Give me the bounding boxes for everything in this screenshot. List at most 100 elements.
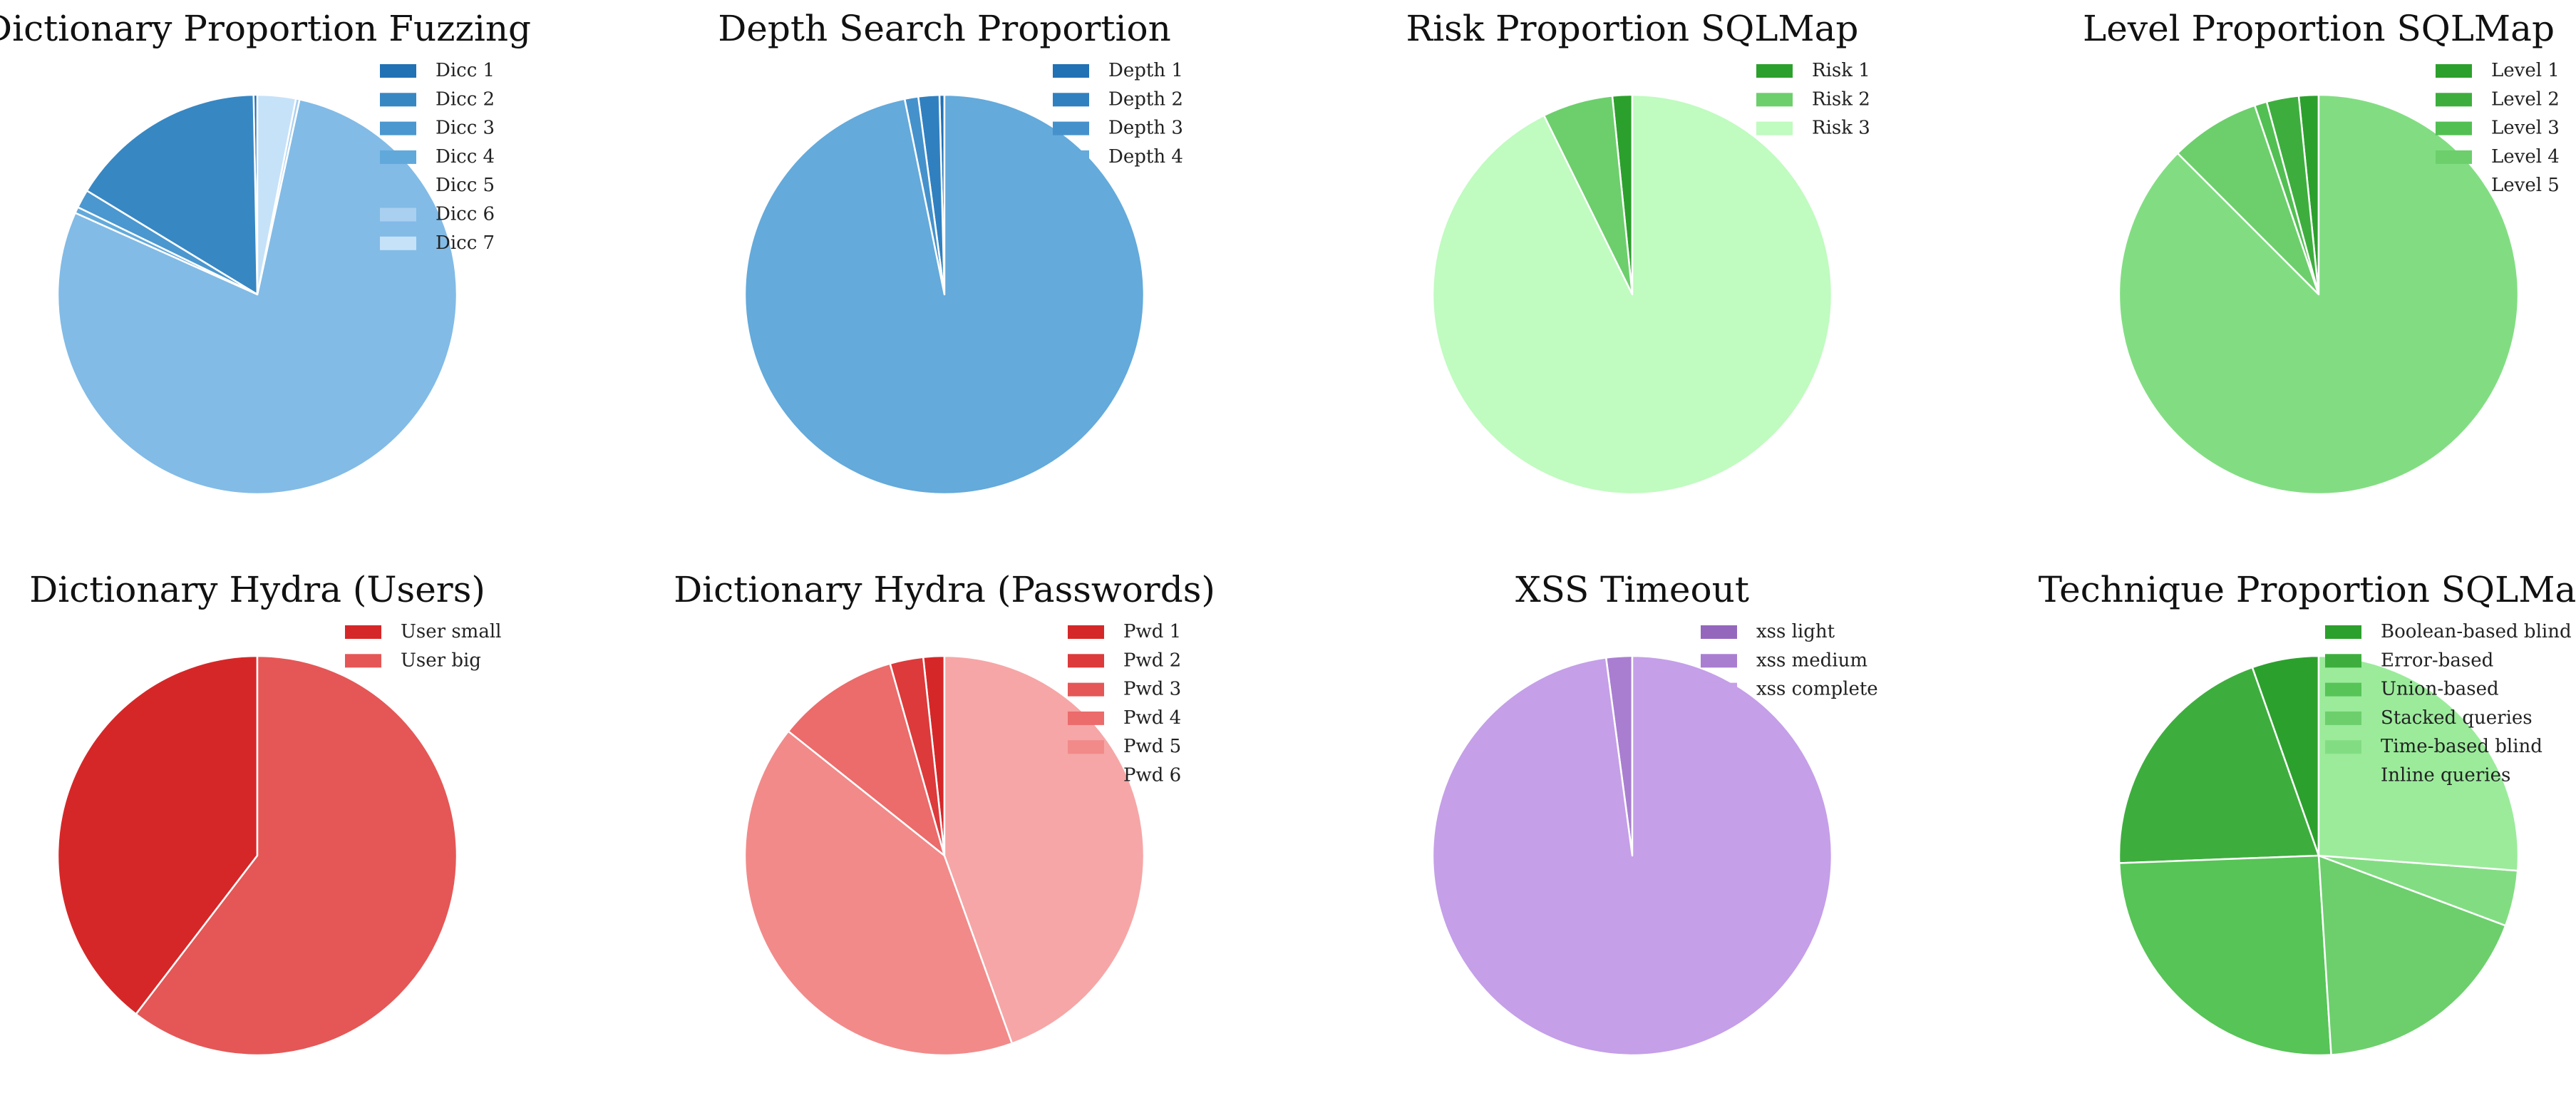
legend-label: Risk 1: [1812, 60, 1870, 81]
pie-slice-pwd-4: [787, 662, 946, 857]
legend-swatch: [1068, 682, 1104, 697]
legend-swatch: [2436, 64, 2472, 78]
chart-title: Dictionary Proportion Fuzzing: [0, 8, 531, 49]
legend-label: Error-based: [2381, 650, 2493, 671]
pie-chart-8: Technique Proportion SQLMap Boolean-based…: [2039, 569, 2576, 1057]
chart-title: Technique Proportion SQLMap: [2039, 569, 2576, 610]
legend-swatch: [345, 654, 381, 668]
legend-label: Risk 3: [1812, 118, 1870, 139]
chart-title: Level Proportion SQLMap: [2083, 8, 2555, 49]
pie-slice-dicc-2: [86, 93, 259, 296]
legend-swatch: [1068, 740, 1104, 754]
legend-swatch: [1068, 654, 1104, 668]
legend-label: Level 5: [2491, 175, 2560, 196]
legend-label: Dicc 3: [436, 118, 495, 139]
legend-label: Boolean-based blind: [2381, 621, 2572, 642]
legend-swatch: [2436, 93, 2472, 107]
pie-slice-stacked-queries: [2317, 854, 2507, 1056]
pie-slice-xss-complete: [1431, 655, 1833, 1057]
legend-swatch: [1053, 150, 1089, 164]
legend-label: xss complete: [1756, 679, 1878, 700]
legend-label: Risk 2: [1812, 88, 1870, 110]
chart-legend: xss light xss medium xss complete: [1701, 621, 1878, 700]
legend-label: Dicc 6: [436, 204, 495, 225]
legend-swatch: [2325, 769, 2361, 783]
legend-swatch: [1701, 654, 1737, 668]
legend-label: Union-based: [2381, 679, 2499, 700]
chart-legend: Boolean-based blind Error-based Union-base…: [2325, 621, 2572, 786]
legend-swatch: [2436, 150, 2472, 164]
legend-label: Depth 3: [1108, 118, 1183, 139]
legend-label: xss light: [1756, 621, 1835, 642]
chart-legend: Dicc 1 Dicc 2 Dicc 3 Dicc 4 Dicc 5 Dicc 6 Dicc…: [380, 60, 495, 254]
legend-swatch: [1701, 625, 1737, 639]
chart-title: Dictionary Hydra (Users): [29, 569, 485, 610]
legend-swatch: [1053, 64, 1089, 78]
chart-legend: Risk 1 Risk 2 Risk 3: [1756, 60, 1870, 139]
pie-slice-depth-4: [743, 93, 1145, 496]
legend-label: Time-based blind: [2381, 736, 2542, 757]
legend-swatch: [1701, 682, 1737, 697]
legend-swatch: [2436, 179, 2472, 193]
legend-label: Pwd 5: [1123, 736, 1181, 757]
legend-label: Level 1: [2491, 60, 2560, 81]
pie-slice-level-4: [2176, 104, 2320, 296]
pie-slice-risk-3: [1431, 93, 1833, 496]
legend-label: Dicc 7: [436, 232, 495, 254]
legend-swatch: [380, 236, 416, 250]
legend-swatch: [1756, 93, 1793, 107]
legend-swatch: [2325, 682, 2361, 697]
legend-swatch: [2325, 654, 2361, 668]
legend-swatch: [380, 179, 416, 193]
legend-label: Level 3: [2491, 118, 2560, 139]
legend-swatch: [2325, 740, 2361, 754]
legend-label: Dicc 4: [436, 146, 495, 168]
legend-swatch: [1053, 93, 1089, 107]
legend-label: Level 4: [2491, 146, 2560, 168]
legend-label: Dicc 1: [436, 60, 495, 81]
legend-label: Dicc 5: [436, 175, 495, 196]
legend-label: User big: [401, 650, 481, 671]
legend-label: Pwd 2: [1123, 650, 1181, 671]
legend-label: Level 2: [2491, 88, 2560, 110]
legend-swatch: [380, 150, 416, 164]
pie-slice-error-based: [2118, 666, 2320, 864]
pie-slice-dicc-7: [256, 93, 297, 296]
chart-title: Depth Search Proportion: [718, 8, 1171, 49]
legend-swatch: [1053, 121, 1089, 135]
legend-swatch: [1068, 711, 1104, 725]
legend-label: Depth 4: [1108, 146, 1183, 168]
chart-title: Risk Proportion SQLMap: [1406, 8, 1859, 49]
legend-swatch: [2325, 625, 2361, 639]
chart-legend: Depth 1 Depth 2 Depth 3 Depth 4: [1053, 60, 1183, 168]
chart-legend: Level 1 Level 2 Level 3 Level 4 Level 5: [2436, 60, 2560, 196]
legend-swatch: [1068, 769, 1104, 783]
legend-label: Inline queries: [2381, 765, 2510, 786]
legend-label: Depth 2: [1108, 88, 1183, 110]
legend-label: Depth 1: [1108, 60, 1183, 81]
legend-swatch: [380, 93, 416, 107]
legend-swatch: [2325, 711, 2361, 725]
pie-slice-dicc-5: [56, 98, 458, 496]
legend-label: Pwd 6: [1123, 765, 1181, 786]
chart-title: XSS Timeout: [1515, 569, 1749, 610]
pie-slice-union-based: [2118, 854, 2332, 1057]
chart-legend: User small User big: [345, 621, 501, 671]
legend-swatch: [380, 121, 416, 135]
chart-legend: Pwd 1 Pwd 2 Pwd 3 Pwd 4 Pwd 5 Pwd 6: [1068, 621, 1181, 786]
legend-swatch: [1068, 625, 1104, 639]
legend-swatch: [1756, 64, 1793, 78]
legend-swatch: [1756, 121, 1793, 135]
pie-slice-user-big: [135, 655, 458, 1057]
legend-label: Dicc 2: [436, 88, 495, 110]
pie-slice-pwd-5: [743, 730, 1014, 1057]
legend-label: Pwd 3: [1123, 679, 1181, 700]
legend-swatch: [380, 207, 416, 222]
pie-chart-3: Risk Proportion SQLMap Risk 1 Risk 2 Risk 3: [1406, 8, 1870, 496]
